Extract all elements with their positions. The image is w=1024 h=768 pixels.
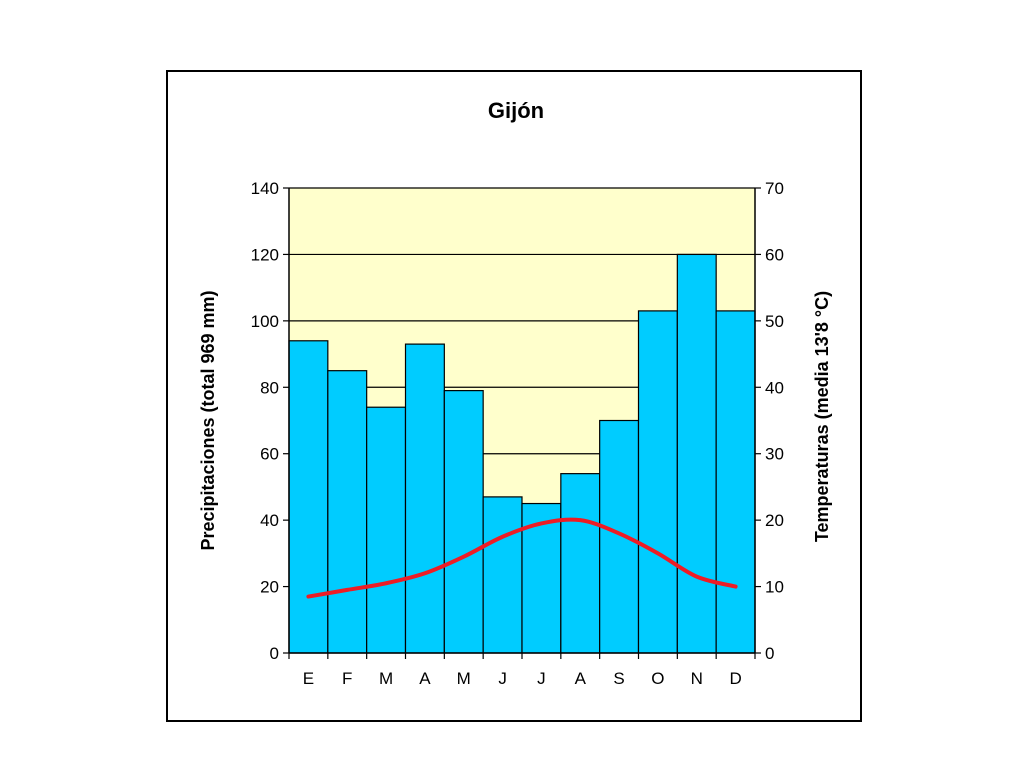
precipitation-bar — [288, 340, 329, 654]
left-tick-label: 20 — [260, 578, 279, 597]
left-axis-label: Precipitaciones (total 969 mm) — [198, 290, 218, 550]
category-label: A — [419, 669, 431, 688]
precipitation-bar — [404, 343, 445, 654]
category-label: F — [342, 669, 352, 688]
right-tick-label: 30 — [765, 445, 784, 464]
left-tick-label: 120 — [251, 245, 279, 264]
precipitation-bar — [715, 310, 756, 654]
temperature-line-group — [306, 517, 738, 599]
category-label: N — [691, 669, 703, 688]
left-tick-label: 60 — [260, 445, 279, 464]
category-label: S — [613, 669, 624, 688]
precipitation-bar — [443, 390, 484, 654]
right-tick-label: 50 — [765, 312, 784, 331]
precipitation-bar — [327, 370, 368, 654]
category-label: E — [303, 669, 314, 688]
category-label: J — [537, 669, 546, 688]
category-label: M — [379, 669, 393, 688]
left-tick-label: 140 — [251, 179, 279, 198]
precipitation-bar — [676, 253, 717, 654]
right-axis-label: Temperaturas (media 13'8 °C) — [812, 291, 832, 542]
precipitation-bar — [599, 419, 640, 654]
left-tick-label: 0 — [270, 644, 279, 663]
right-tick-label: 20 — [765, 511, 784, 530]
chart-title: Gijón — [488, 98, 544, 123]
chart-frame: Gijón 0 20 40 60 80 100 120 140 0 10 20 30 40 50 60 70… — [166, 70, 862, 722]
category-label: A — [575, 669, 587, 688]
left-tick-label: 100 — [251, 312, 279, 331]
precipitation-bar — [637, 310, 678, 654]
right-tick-label: 10 — [765, 578, 784, 597]
chart-svg: Gijón 0 20 40 60 80 100 120 140 0 10 20 30 40 50 60 70… — [198, 98, 832, 688]
right-tick-label: 60 — [765, 245, 784, 264]
temperature-line — [306, 517, 738, 599]
category-label: O — [651, 669, 664, 688]
left-tick-label: 80 — [260, 378, 279, 397]
right-tick-label: 40 — [765, 378, 784, 397]
right-axis-ticks: 0 10 20 30 40 50 60 70 — [755, 179, 784, 663]
category-label: J — [498, 669, 507, 688]
category-label: M — [457, 669, 471, 688]
precipitation-bar — [366, 406, 407, 654]
category-label: D — [729, 669, 741, 688]
left-axis-ticks: 0 20 40 60 80 100 120 140 — [251, 179, 289, 663]
precipitation-bar — [482, 496, 523, 654]
right-tick-label: 0 — [765, 644, 774, 663]
right-tick-label: 70 — [765, 179, 784, 198]
axes — [288, 188, 756, 659]
left-tick-label: 40 — [260, 511, 279, 530]
precipitation-bar — [560, 473, 601, 654]
